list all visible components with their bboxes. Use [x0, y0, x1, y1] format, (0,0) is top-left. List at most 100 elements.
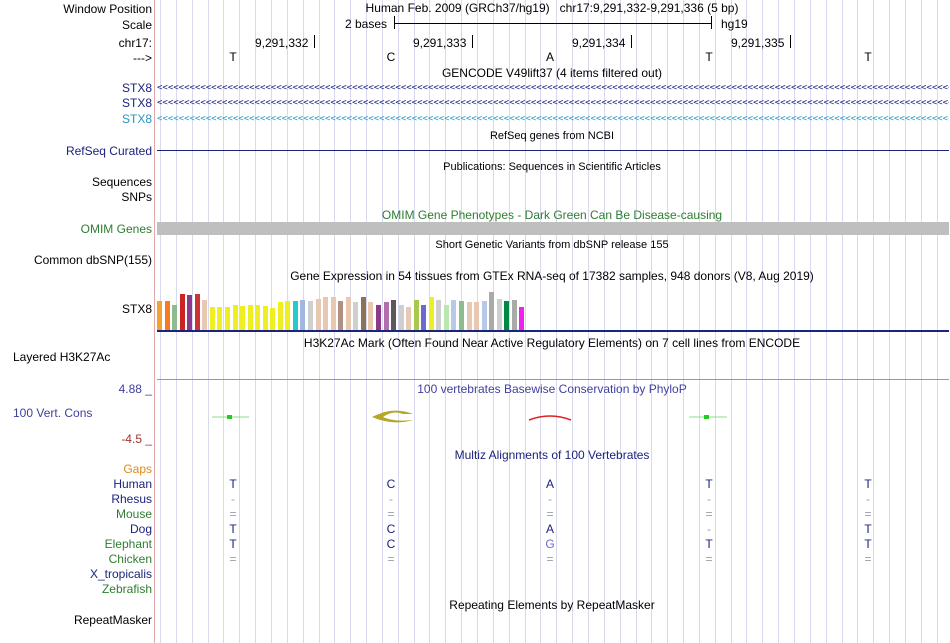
- omim-label[interactable]: OMIM Genes: [80, 222, 152, 236]
- gtex-bar[interactable]: [406, 307, 412, 330]
- multiz-species-label[interactable]: Human: [113, 477, 152, 491]
- refseq-gene-line[interactable]: [157, 150, 949, 151]
- phylop-mark: [372, 410, 413, 423]
- gtex-bar[interactable]: [421, 305, 427, 330]
- gtex-bar[interactable]: [353, 302, 359, 330]
- gtex-bar[interactable]: [323, 297, 329, 330]
- gtex-gene-line: [157, 330, 949, 332]
- gtex-bar[interactable]: [504, 301, 510, 330]
- coord-2: 9,291,333: [413, 36, 467, 50]
- gtex-bar[interactable]: [270, 308, 276, 330]
- gencode-gene-label[interactable]: STX8: [121, 112, 152, 126]
- multiz-species-label[interactable]: Elephant: [104, 537, 152, 551]
- gtex-bar[interactable]: [164, 301, 170, 330]
- grid-line: [636, 0, 637, 643]
- gtex-bar[interactable]: [285, 301, 291, 330]
- assembly-label: hg19: [721, 17, 748, 31]
- gtex-bar[interactable]: [277, 302, 283, 330]
- grid-line: [794, 0, 795, 643]
- grid-line: [810, 0, 811, 643]
- gtex-bar[interactable]: [300, 300, 306, 330]
- gtex-bar[interactable]: [496, 299, 502, 330]
- gtex-bar[interactable]: [187, 295, 193, 330]
- gtex-bar[interactable]: [466, 302, 472, 330]
- gtex-bar[interactable]: [436, 300, 442, 330]
- multiz-species-label[interactable]: Rhesus: [111, 492, 152, 506]
- multiz-base: -: [707, 492, 711, 506]
- grid-line: [683, 0, 684, 643]
- gtex-bar[interactable]: [217, 307, 223, 330]
- gtex-bar[interactable]: [443, 305, 449, 330]
- gene-track-stx8[interactable]: <<<<<<<<<<<<<<<<<<<<<<<<<<<<<<<<<<<<<<<<…: [157, 116, 949, 122]
- gtex-bar[interactable]: [338, 301, 344, 330]
- gtex-bar[interactable]: [481, 301, 487, 330]
- gtex-bar[interactable]: [451, 300, 457, 330]
- refseq-label[interactable]: RefSeq Curated: [65, 144, 152, 158]
- gtex-bar[interactable]: [262, 306, 268, 330]
- omim-feature-bar[interactable]: [157, 222, 949, 235]
- gtex-bar[interactable]: [383, 302, 389, 330]
- dbsnp-label[interactable]: Common dbSNP(155): [33, 253, 152, 267]
- gtex-bar[interactable]: [519, 307, 525, 330]
- multiz-base: C: [386, 522, 396, 536]
- multiz-species-label[interactable]: Zebrafish: [101, 582, 152, 596]
- gtex-bar[interactable]: [179, 294, 185, 330]
- gtex-bar[interactable]: [255, 305, 261, 330]
- publications-seq-label[interactable]: Sequences: [91, 175, 152, 189]
- gene-track-stx8[interactable]: <<<<<<<<<<<<<<<<<<<<<<<<<<<<<<<<<<<<<<<<…: [157, 85, 949, 91]
- gtex-bar[interactable]: [292, 301, 298, 330]
- gencode-gene-label[interactable]: STX8: [121, 96, 152, 110]
- multiz-species-label[interactable]: Dog: [129, 522, 152, 536]
- grid-line: [509, 0, 510, 643]
- multiz-base: =: [229, 552, 237, 566]
- gene-track-stx8[interactable]: <<<<<<<<<<<<<<<<<<<<<<<<<<<<<<<<<<<<<<<<…: [157, 100, 949, 106]
- grid-line: [651, 0, 652, 643]
- multiz-species-label[interactable]: Chicken: [108, 552, 152, 566]
- gtex-bar[interactable]: [202, 300, 208, 330]
- gtex-bar[interactable]: [308, 301, 313, 330]
- grid-line: [746, 0, 747, 643]
- gtex-bar[interactable]: [240, 306, 246, 330]
- gtex-bar[interactable]: [511, 300, 517, 330]
- gtex-bar[interactable]: [232, 305, 238, 330]
- gtex-bar[interactable]: [413, 300, 419, 330]
- gtex-bar[interactable]: [391, 300, 397, 330]
- phylop-label[interactable]: 100 Vert. Cons: [13, 406, 93, 420]
- gtex-bar[interactable]: [459, 301, 464, 330]
- multiz-base: =: [705, 507, 713, 521]
- base: T: [229, 50, 237, 64]
- multiz-base: -: [866, 492, 870, 506]
- gtex-bar[interactable]: [209, 307, 215, 330]
- repeatmasker-label[interactable]: RepeatMasker: [73, 613, 152, 627]
- gtex-bar[interactable]: [474, 302, 480, 330]
- gtex-bar[interactable]: [172, 305, 178, 330]
- gtex-bar[interactable]: [375, 305, 381, 330]
- gtex-bar[interactable]: [360, 297, 366, 330]
- phylop-plot[interactable]: [157, 400, 949, 436]
- gtex-bar[interactable]: [345, 297, 351, 330]
- gtex-bar[interactable]: [194, 294, 200, 330]
- multiz-base: -: [707, 522, 711, 536]
- gtex-bar[interactable]: [489, 292, 495, 330]
- gtex-bar[interactable]: [224, 307, 230, 330]
- position-title[interactable]: Human Feb. 2009 (GRCh37/hg19) chr17:9,29…: [365, 1, 739, 15]
- gtex-bar[interactable]: [398, 305, 404, 330]
- multiz-base: T: [864, 477, 872, 491]
- window-position-label: Window Position: [63, 2, 152, 16]
- gtex-bar[interactable]: [368, 302, 374, 330]
- gtex-bar[interactable]: [157, 301, 162, 330]
- gtex-chart[interactable]: [157, 284, 949, 330]
- gencode-gene-label[interactable]: STX8: [121, 81, 152, 95]
- multiz-species-label[interactable]: Mouse: [115, 507, 152, 521]
- gtex-bar[interactable]: [315, 299, 321, 330]
- multiz-gaps-label[interactable]: Gaps: [123, 462, 152, 476]
- gtex-bar[interactable]: [428, 297, 434, 330]
- grid-line: [857, 0, 858, 643]
- gtex-bar[interactable]: [247, 305, 253, 330]
- gtex-bar[interactable]: [330, 297, 336, 330]
- scale-tick-right: [711, 16, 712, 29]
- multiz-species-label[interactable]: X_tropicalis: [89, 567, 152, 581]
- h3k27ac-label[interactable]: Layered H3K27Ac: [13, 350, 111, 364]
- gtex-label[interactable]: STX8: [121, 302, 152, 316]
- publications-snp-label[interactable]: SNPs: [121, 190, 152, 204]
